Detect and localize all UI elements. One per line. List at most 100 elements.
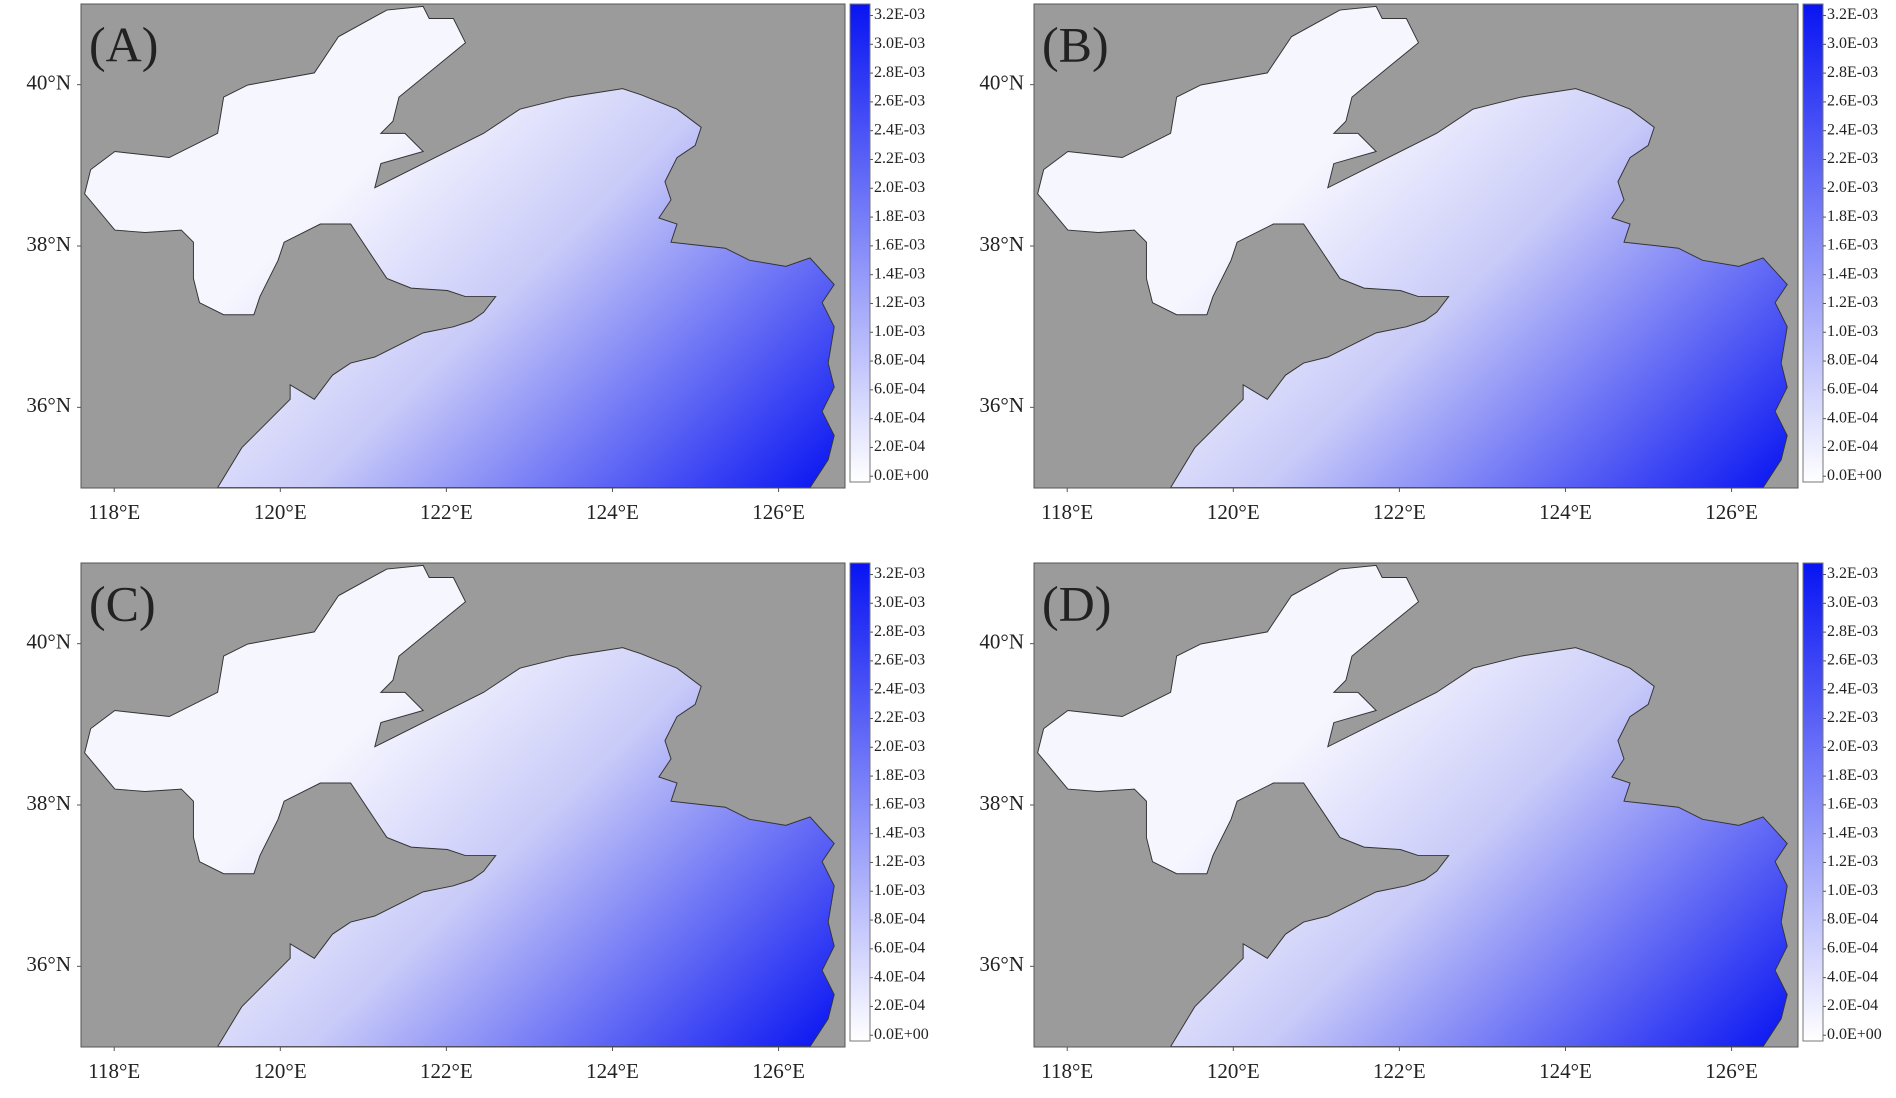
colorbar-tick-label: 2.0E-04 xyxy=(1827,438,1878,455)
colorbar-tick-label: 1.4E-03 xyxy=(1827,265,1878,282)
colorbar-tick-label: 1.6E-03 xyxy=(1827,796,1878,813)
colorbar-tick-label: 1.8E-03 xyxy=(1827,208,1878,225)
colorbar-tick-label: 1.6E-03 xyxy=(874,237,925,254)
colorbar-tick-label: 1.2E-03 xyxy=(1827,294,1878,311)
colorbar-tick-label: 1.0E-03 xyxy=(874,882,925,899)
x-tick-label: 120°E xyxy=(1207,1059,1260,1083)
y-tick-label: 38°N xyxy=(979,791,1024,815)
colorbar-tick-label: 1.6E-03 xyxy=(874,796,925,813)
colorbar-tick-label: 4.0E-04 xyxy=(874,409,925,426)
y-tick-label: 36°N xyxy=(979,393,1024,417)
colorbar-tick-label: 2.0E-04 xyxy=(874,438,925,455)
colorbar-tick-label: 3.0E-03 xyxy=(874,594,925,611)
colorbar-tick-label: 2.0E-04 xyxy=(874,997,925,1014)
colorbar-tick-label: 2.0E-03 xyxy=(1827,738,1878,755)
colorbar-tick-label: 1.0E-03 xyxy=(1827,323,1878,340)
colorbar xyxy=(1802,562,1824,1042)
y-tick-label: 38°N xyxy=(979,232,1024,256)
x-tick-label: 120°E xyxy=(1207,500,1260,524)
colorbar-tick-label: 2.2E-03 xyxy=(1827,150,1878,167)
colorbar-tick-label: 4.0E-04 xyxy=(874,968,925,985)
colorbar-tick-label: 2.0E-04 xyxy=(1827,997,1878,1014)
colorbar xyxy=(1802,3,1824,483)
colorbar-tick-label: 1.6E-03 xyxy=(1827,237,1878,254)
colorbar-tick-label: 6.0E-04 xyxy=(1827,940,1878,957)
y-tick-label: 38°N xyxy=(26,232,71,256)
colorbar-tick-label: 3.2E-03 xyxy=(874,565,925,582)
colorbar-tick-label: 2.4E-03 xyxy=(1827,680,1878,697)
colorbar-tick-label: 1.4E-03 xyxy=(874,265,925,282)
colorbar-tick-label: 1.8E-03 xyxy=(874,208,925,225)
colorbar-tick-label: 1.8E-03 xyxy=(1827,767,1878,784)
panel-label: (A) xyxy=(89,16,158,72)
x-tick-label: 120°E xyxy=(254,500,307,524)
x-tick-label: 126°E xyxy=(1705,500,1758,524)
x-tick-label: 126°E xyxy=(1705,1059,1758,1083)
colorbar-tick-label: 4.0E-04 xyxy=(1827,409,1878,426)
colorbar-tick-label: 1.4E-03 xyxy=(874,824,925,841)
x-tick-label: 122°E xyxy=(1373,500,1426,524)
y-tick-label: 40°N xyxy=(26,70,71,94)
map-area xyxy=(1033,3,1799,489)
x-tick-label: 124°E xyxy=(1539,1059,1592,1083)
colorbar-tick-label: 8.0E-04 xyxy=(874,911,925,928)
colorbar-tick-label: 1.0E-03 xyxy=(874,323,925,340)
colorbar-tick-label: 8.0E-04 xyxy=(1827,352,1878,369)
panel-label: (B) xyxy=(1042,16,1109,72)
colorbar-tick-label: 2.6E-03 xyxy=(874,652,925,669)
x-tick-label: 120°E xyxy=(254,1059,307,1083)
colorbar-tick-label: 3.0E-03 xyxy=(1827,594,1878,611)
colorbar-tick-label: 2.2E-03 xyxy=(1827,709,1878,726)
colorbar-tick-label: 3.2E-03 xyxy=(874,6,925,23)
y-tick-label: 36°N xyxy=(979,952,1024,976)
colorbar-tick-label: 2.8E-03 xyxy=(1827,623,1878,640)
colorbar-tick-label: 8.0E-04 xyxy=(874,352,925,369)
colorbar xyxy=(849,3,871,483)
map-area xyxy=(1033,562,1799,1048)
colorbar-tick-label: 6.0E-04 xyxy=(874,940,925,957)
colorbar-tick-label: 3.0E-03 xyxy=(1827,35,1878,52)
colorbar-tick-label: 1.2E-03 xyxy=(874,853,925,870)
colorbar-tick-label: 0.0E+00 xyxy=(874,467,929,484)
colorbar-tick-label: 4.0E-04 xyxy=(1827,968,1878,985)
map-area xyxy=(80,562,846,1048)
y-tick-label: 40°N xyxy=(979,70,1024,94)
colorbar-tick-label: 0.0E+00 xyxy=(874,1026,929,1043)
x-tick-label: 124°E xyxy=(1539,500,1592,524)
x-tick-label: 124°E xyxy=(586,500,639,524)
x-tick-label: 126°E xyxy=(752,1059,805,1083)
x-tick-label: 124°E xyxy=(586,1059,639,1083)
x-tick-label: 118°E xyxy=(88,1059,140,1083)
colorbar-tick-label: 2.6E-03 xyxy=(1827,93,1878,110)
colorbar-tick-label: 2.8E-03 xyxy=(874,64,925,81)
colorbar-tick-label: 2.6E-03 xyxy=(874,93,925,110)
x-tick-label: 122°E xyxy=(1373,1059,1426,1083)
colorbar-tick-label: 2.2E-03 xyxy=(874,709,925,726)
y-tick-label: 40°N xyxy=(26,629,71,653)
colorbar-tick-label: 1.0E-03 xyxy=(1827,882,1878,899)
colorbar-tick-label: 2.0E-03 xyxy=(1827,179,1878,196)
colorbar-tick-label: 2.4E-03 xyxy=(1827,121,1878,138)
colorbar-tick-label: 3.0E-03 xyxy=(874,35,925,52)
colorbar xyxy=(849,562,871,1042)
colorbar-tick-label: 2.6E-03 xyxy=(1827,652,1878,669)
colorbar-tick-label: 0.0E+00 xyxy=(1827,467,1882,484)
x-tick-label: 118°E xyxy=(1041,500,1093,524)
x-tick-label: 122°E xyxy=(420,1059,473,1083)
panel-label: (C) xyxy=(89,575,156,631)
y-tick-label: 40°N xyxy=(979,629,1024,653)
colorbar-tick-label: 1.4E-03 xyxy=(1827,824,1878,841)
colorbar-tick-label: 0.0E+00 xyxy=(1827,1026,1882,1043)
colorbar-tick-label: 8.0E-04 xyxy=(1827,911,1878,928)
x-tick-label: 122°E xyxy=(420,500,473,524)
colorbar-tick-label: 1.2E-03 xyxy=(1827,853,1878,870)
x-tick-label: 118°E xyxy=(1041,1059,1093,1083)
map-area xyxy=(80,3,846,489)
y-tick-label: 36°N xyxy=(26,952,71,976)
colorbar-tick-label: 2.0E-03 xyxy=(874,179,925,196)
colorbar-tick-label: 2.8E-03 xyxy=(874,623,925,640)
y-tick-label: 36°N xyxy=(26,393,71,417)
colorbar-tick-label: 6.0E-04 xyxy=(874,381,925,398)
colorbar-tick-label: 3.2E-03 xyxy=(1827,565,1878,582)
